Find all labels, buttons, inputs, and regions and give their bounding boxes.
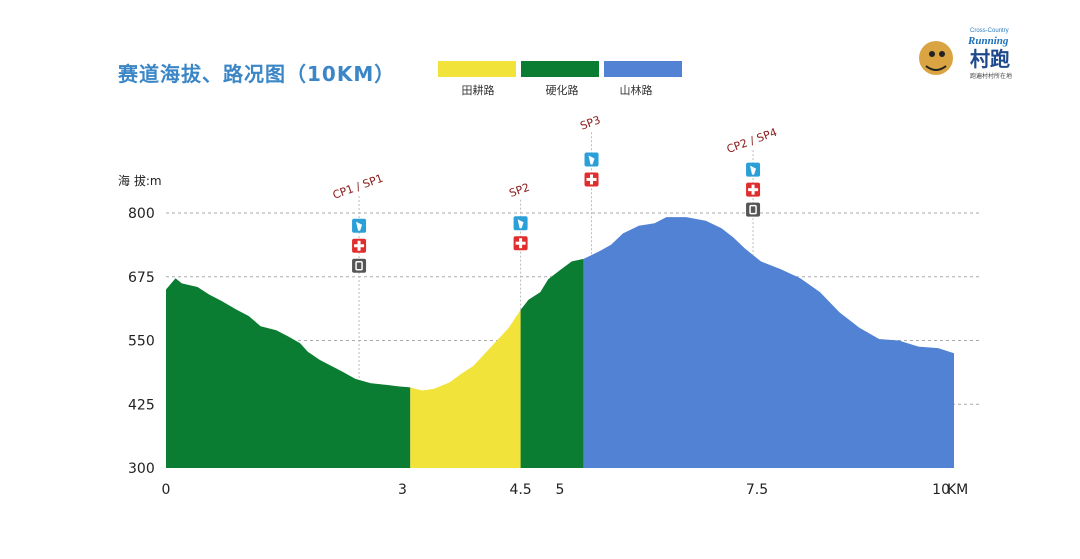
checkpoint-label: CP2 / SP4 [725,126,779,156]
checkpoint-0: CP1 / SP1 [331,172,385,380]
checkpoint-label: SP3 [578,113,602,132]
water-icon [584,152,599,167]
checkpoint-2: SP3 [578,113,602,256]
x-tick-label: 7.5 [746,482,768,498]
x-axis-label: KM [947,482,968,498]
elevation-area [166,217,954,468]
logo-text-top: Cross-Country [970,28,1009,34]
y-axis: 海 拔:m 300 425 550 675 800 [118,173,162,477]
chart-title: 赛道海拔、路况图（10KM） [118,62,396,86]
running-logo: Cross-Country Running 村跑 跑遍村村所在地 [919,28,1012,80]
water-icon [513,216,528,231]
water-icon [746,162,761,177]
y-axis-label: 海 拔:m [118,173,162,188]
water-icon [352,218,367,233]
checkpoint-label: SP2 [507,181,531,200]
segment-1 [410,217,521,468]
medical-icon [513,236,528,251]
legend-swatch-forest-road [604,61,682,77]
x-tick-label: 10 [932,482,950,498]
x-tick-label: 3 [398,482,407,498]
segment-3 [583,217,954,468]
legend-label-paved-road: 硬化路 [545,84,579,97]
medical-icon [746,182,761,197]
logo-text-sub: 跑遍村村所在地 [970,72,1012,80]
y-tick-label: 425 [128,397,155,413]
checkpoint-label: CP1 / SP1 [331,172,385,202]
x-axis: KM 0 3 4.5 5 7.5 10 [162,482,969,498]
checkpoint-3: CP2 / SP4 [725,126,779,256]
x-tick-label: 4.5 [509,482,531,498]
legend-swatch-field-road [438,61,516,77]
y-tick-label: 300 [128,461,155,477]
legend-swatch-paved-road [521,61,599,77]
segment-0 [166,217,411,468]
logo-text-main: 村跑 [970,47,1010,71]
logo-text-mid: Running [967,35,1009,47]
medical-icon [584,172,599,187]
checkpoint-1: SP2 [507,181,531,310]
y-tick-label: 675 [128,270,155,286]
segment-2 [520,217,584,468]
medical-icon [352,238,367,253]
toilet-icon [352,258,367,273]
legend-label-field-road: 田耕路 [461,84,495,97]
x-tick-label: 0 [162,482,171,498]
x-tick-label: 5 [556,482,565,498]
legend-label-forest-road: 山林路 [619,84,653,97]
y-tick-label: 550 [128,334,155,350]
toilet-icon [746,202,761,217]
y-tick-label: 800 [128,206,155,222]
